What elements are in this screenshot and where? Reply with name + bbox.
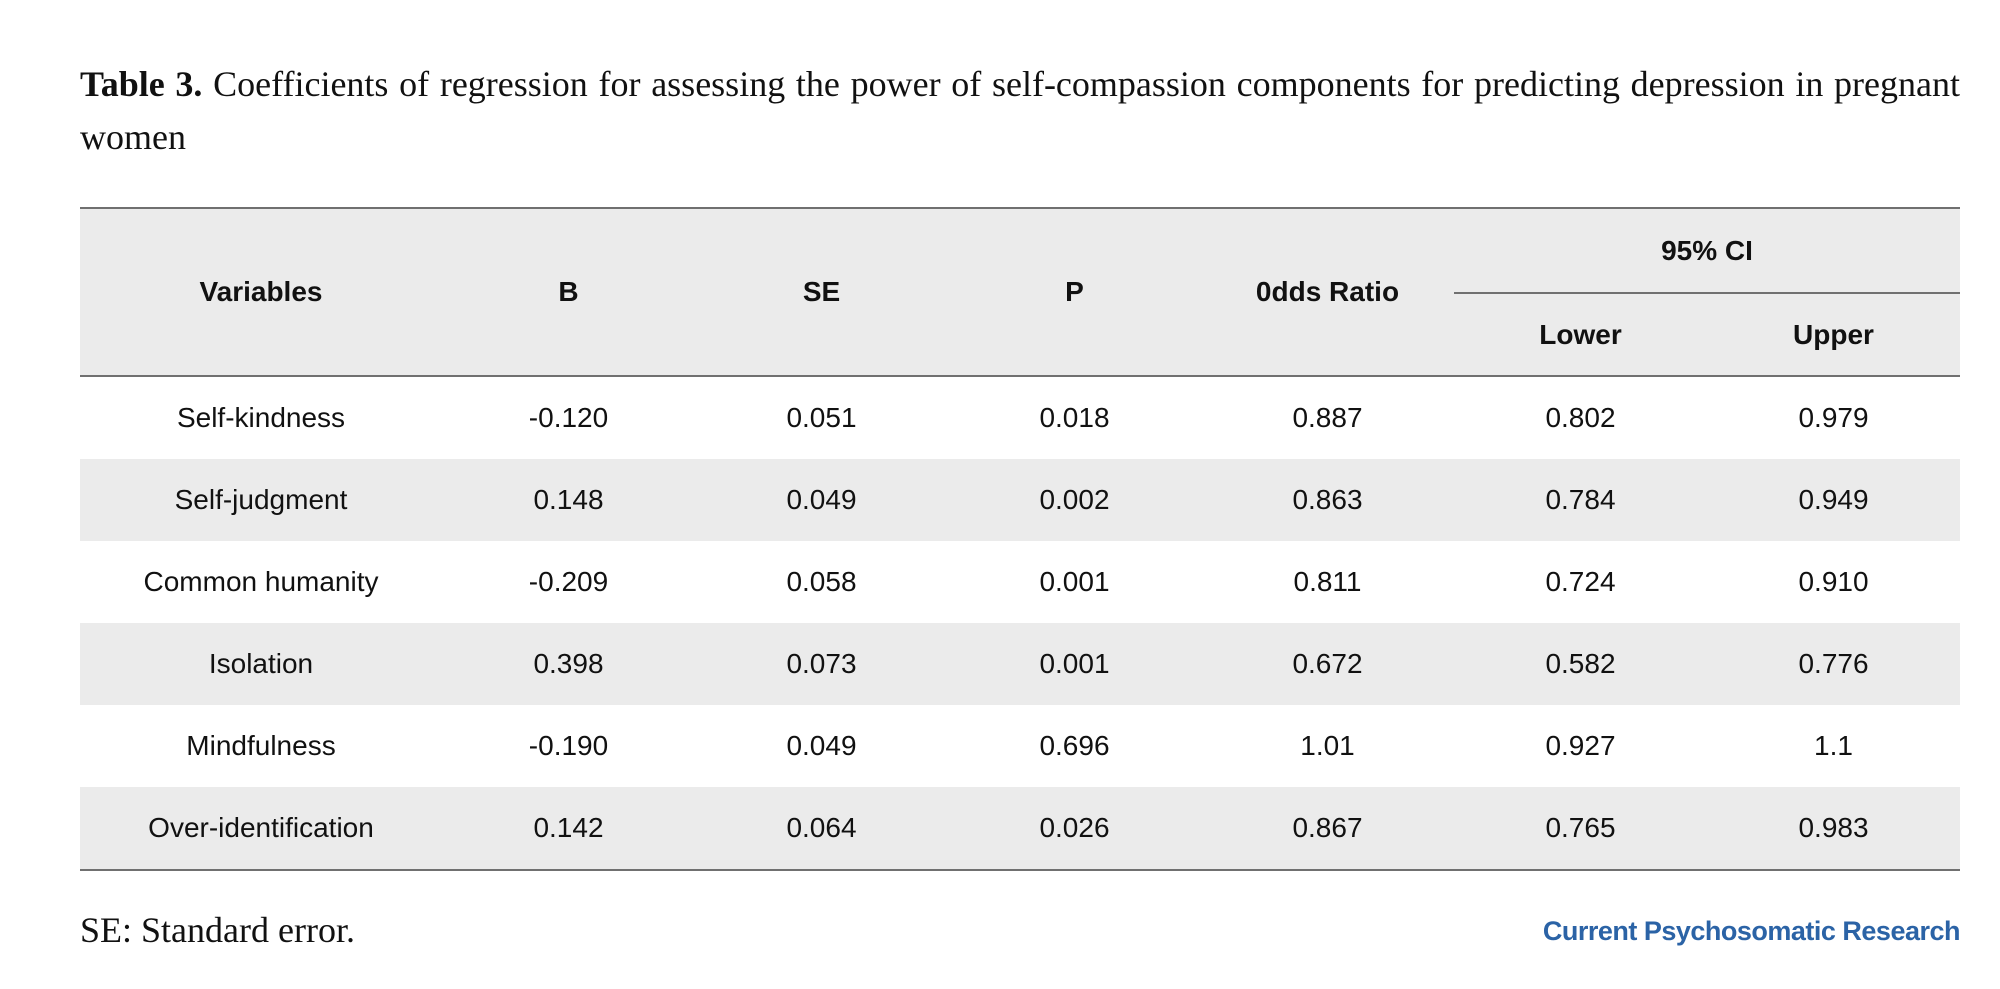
- cell-variable: Over-identification: [148, 812, 374, 843]
- cell-se: 0.049: [786, 730, 857, 761]
- cell-variable: Self-judgment: [174, 484, 348, 515]
- table-row: Self-judgment 0.148 0.049 0.002 0.863 0.…: [80, 459, 1961, 541]
- cell-ci-lower: 0.784: [1545, 484, 1616, 515]
- cell-ci-lower: 0.802: [1545, 402, 1616, 433]
- cell-se: 0.058: [786, 566, 857, 597]
- cell-variable: Mindfulness: [186, 730, 336, 761]
- header-ci-lower: Lower: [1539, 318, 1622, 350]
- cell-variable: Common humanity: [143, 566, 379, 597]
- cell-variable: Self-kindness: [176, 402, 346, 433]
- table-row: Isolation 0.398 0.073 0.001 0.672 0.582 …: [80, 623, 1961, 705]
- header-odds-ratio: 0dds Ratio: [1255, 276, 1400, 307]
- cell-ci-lower: 0.582: [1545, 648, 1616, 679]
- cell-b: -0.120: [528, 402, 609, 433]
- table-row: Mindfulness -0.190 0.049 0.696 1.01 0.92…: [80, 705, 1960, 787]
- header-ci-upper: Upper: [1793, 318, 1874, 350]
- header-variables: Variables: [199, 276, 323, 307]
- table-row: Self-kindness -0.120 0.051 0.018 0.887 0…: [80, 376, 1960, 459]
- cell-odds-ratio: 0.887: [1292, 402, 1363, 433]
- cell-ci-upper: 0.776: [1798, 648, 1869, 679]
- cell-p: 0.001: [1039, 566, 1110, 597]
- table-body: Self-kindness -0.120 0.051 0.018 0.887 0…: [80, 376, 1961, 870]
- cell-se: 0.064: [786, 812, 857, 843]
- cell-p: 0.026: [1039, 812, 1110, 843]
- header-row-top: Variables B SE P 0dds Ratio 95% CI: [80, 208, 1961, 307]
- cell-se: 0.049: [786, 484, 857, 515]
- cell-variable: Isolation: [208, 648, 314, 679]
- table-caption-label: Table 3.: [80, 64, 203, 104]
- cell-b: -0.209: [528, 566, 609, 597]
- cell-b: 0.398: [533, 648, 604, 679]
- cell-ci-lower: 0.927: [1545, 730, 1616, 761]
- cell-p: 0.018: [1039, 402, 1110, 433]
- table-caption: Table 3. Coefficients of regression for …: [80, 58, 1960, 164]
- header-p: P: [1065, 276, 1084, 307]
- cell-se: 0.051: [786, 402, 857, 433]
- cell-odds-ratio: 0.672: [1292, 648, 1363, 679]
- table-header: Variables B SE P 0dds Ratio 95% CI Lower…: [80, 208, 1961, 376]
- header-se: SE: [802, 276, 841, 307]
- header-ci-group: 95% CI: [1454, 208, 1961, 294]
- cell-p: 0.696: [1039, 730, 1110, 761]
- cell-odds-ratio: 0.867: [1292, 812, 1363, 843]
- cell-odds-ratio: 0.811: [1293, 566, 1362, 597]
- table-row: Over-identification 0.142 0.064 0.026 0.…: [80, 787, 1961, 870]
- cell-ci-lower: 0.765: [1545, 812, 1616, 843]
- cell-ci-lower: 0.724: [1545, 566, 1616, 597]
- cell-b: 0.148: [533, 484, 604, 515]
- cell-ci-upper: 0.979: [1798, 402, 1869, 433]
- cell-ci-upper: 1.1: [1814, 730, 1853, 761]
- cell-p: 0.001: [1039, 648, 1110, 679]
- regression-table: Variables B SE P 0dds Ratio 95% CI Lower…: [80, 207, 1961, 871]
- cell-p: 0.002: [1039, 484, 1110, 515]
- cell-b: -0.190: [528, 730, 609, 761]
- cell-b: 0.142: [533, 812, 604, 843]
- cell-odds-ratio: 1.01: [1300, 730, 1355, 761]
- cell-ci-upper: 0.983: [1798, 812, 1869, 843]
- table-row: Common humanity -0.209 0.058 0.001 0.811…: [80, 541, 1960, 623]
- cell-odds-ratio: 0.863: [1292, 484, 1363, 515]
- table-caption-text: Coefficients of regression for assessing…: [80, 64, 1960, 157]
- journal-logo: Current Psychosomatic Research: [1542, 916, 1961, 946]
- cell-se: 0.073: [786, 648, 857, 679]
- cell-ci-upper: 0.949: [1798, 484, 1869, 515]
- table-footnote: SE: Standard error.: [80, 910, 355, 950]
- cell-ci-upper: 0.910: [1798, 566, 1869, 597]
- header-b: B: [558, 276, 579, 307]
